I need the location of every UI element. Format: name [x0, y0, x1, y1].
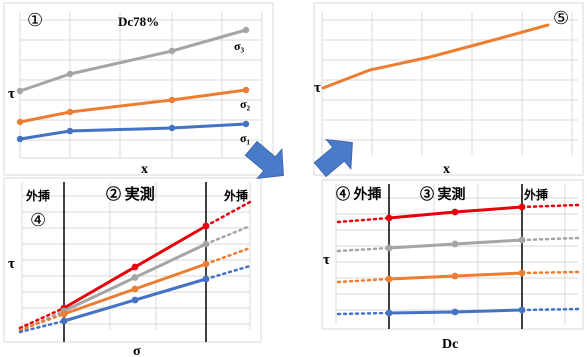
panel-2-x-label: σ [133, 344, 141, 357]
panel-4-y-label: τ [323, 252, 330, 268]
panel-5-x-label: x [443, 162, 450, 177]
panel-1: ① Dc78% τ x σ₃ σ₂ σ₁ [3, 2, 274, 177]
data-point [168, 96, 176, 104]
data-point [16, 87, 24, 95]
data-point [16, 135, 24, 143]
series-red-extrap-left [18, 306, 66, 330]
panel-1-frame [3, 2, 274, 176]
panel-2-region-left-number: ④ [30, 210, 46, 230]
data-point [66, 108, 74, 116]
data-point [66, 127, 74, 135]
arrow-shape [313, 138, 353, 178]
data-point [66, 70, 74, 78]
data-point [451, 308, 459, 316]
series-sigma2 [18, 88, 248, 124]
panel-4-x-label: Dc [442, 337, 458, 352]
arrow-shape [244, 140, 284, 180]
series-red-extrap-right [204, 200, 252, 228]
data-point [242, 120, 250, 128]
series-blue-extrap-left [18, 319, 66, 334]
panel-2-series [18, 200, 252, 334]
series-orange-extrap-left [18, 312, 66, 332]
data-point [385, 244, 393, 252]
series-sigma3 [18, 28, 248, 93]
data-point [16, 118, 24, 126]
data-point [518, 203, 526, 211]
panel-4-region-right: 外挿 [524, 187, 548, 202]
data-point [168, 124, 176, 132]
panel-5-y-label: τ [314, 80, 321, 96]
panel-1-y-label: τ [8, 86, 15, 102]
data-point [131, 263, 139, 271]
arrow-down-right [244, 140, 284, 180]
data-point [385, 275, 393, 283]
arrow-up-right [313, 138, 353, 178]
panel-1-number: ① [27, 10, 43, 30]
panel-4-series [336, 203, 580, 317]
panel-5: ⑤ τ x [313, 2, 584, 177]
panel-2-region-mid: ② 実測 [106, 185, 155, 203]
data-point [451, 208, 459, 216]
panel-2-y-label: τ [8, 256, 15, 272]
panel-5-gridlines [321, 12, 578, 155]
data-point [131, 296, 139, 304]
data-point [242, 86, 250, 94]
series-gray-extrap-right [204, 224, 252, 246]
data-point [131, 274, 139, 281]
panel-1-label-sigma3: σ₃ [234, 39, 245, 53]
data-point [518, 306, 526, 314]
panel-5-number: ⑤ [553, 8, 569, 28]
panel-1-label-sigma2: σ₂ [240, 97, 251, 111]
panel-2: 外挿 ④ ② 実測 外挿 τ σ [3, 177, 262, 357]
panel-1-label-sigma1: σ₁ [240, 131, 251, 145]
data-point [202, 222, 210, 230]
data-point [518, 236, 526, 244]
series-orange-extrap-right [204, 246, 252, 266]
panel-4-frame [321, 179, 584, 330]
series-blue-extrap-left [336, 311, 391, 316]
series-result [321, 23, 550, 90]
panel-1-x-label: x [141, 162, 148, 177]
panel-1-title: Dc78% [118, 14, 159, 29]
panel-4-region-left: ④ 外挿 [336, 186, 382, 203]
panel-4: ④ 外挿 ③ 実測 外挿 τ Dc [321, 179, 584, 352]
panel-2-region-left: 外挿 [26, 188, 50, 203]
series-orange-extrap-left [336, 277, 391, 284]
panel-1-gridlines [19, 12, 263, 159]
data-point [202, 275, 210, 283]
data-point [451, 240, 459, 248]
panel-4-region-mid: ③ 実測 [420, 186, 466, 203]
data-point [202, 240, 210, 248]
data-point [131, 285, 139, 293]
data-point [385, 309, 393, 317]
data-point [60, 310, 68, 318]
data-point [385, 214, 393, 222]
panel-5-frame [313, 2, 584, 176]
data-point [451, 272, 459, 280]
data-point [202, 260, 210, 268]
data-point [60, 317, 68, 325]
data-point [518, 269, 526, 277]
series-gray-extrap-left [336, 246, 391, 253]
series-sigma1 [18, 122, 248, 141]
data-point [168, 47, 176, 55]
panel-5-series [321, 23, 550, 90]
panel-2-region-right: 外挿 [224, 188, 248, 203]
data-point [242, 26, 250, 34]
series-blue-extrap-right [204, 264, 252, 281]
series-red-extrap-left [336, 216, 391, 224]
panel-1-series [16, 26, 250, 143]
